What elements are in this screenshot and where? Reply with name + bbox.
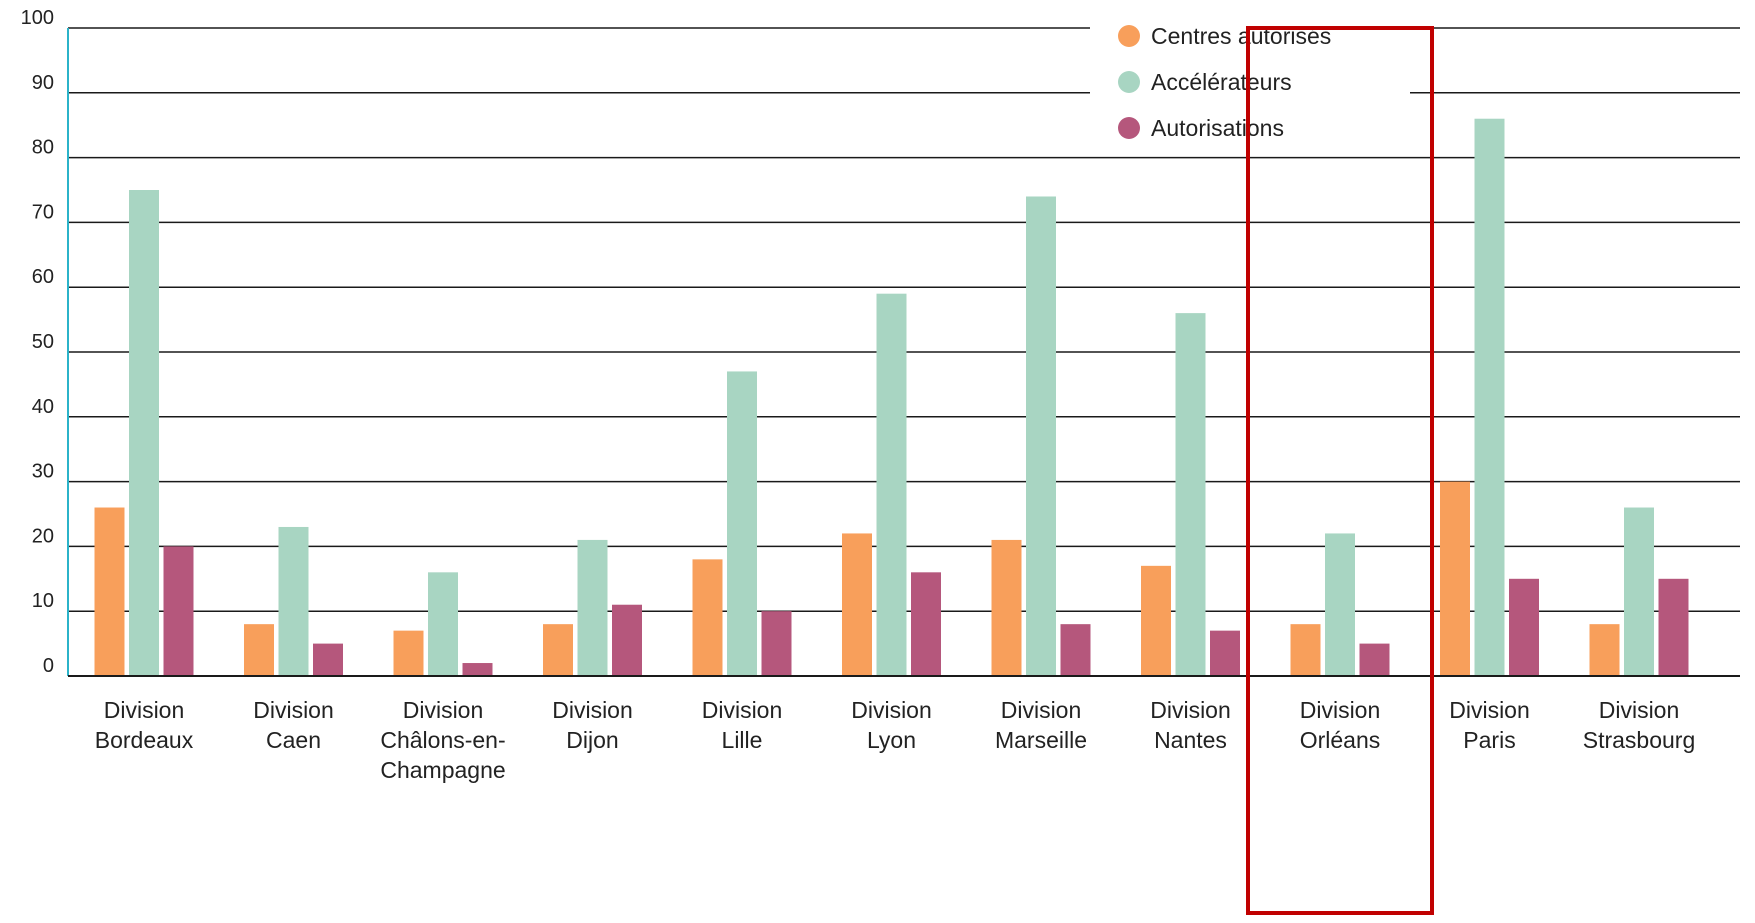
x-tick-label-line: Lyon (867, 727, 916, 753)
x-tick-label-line: Division (1001, 697, 1082, 723)
y-tick-label: 20 (32, 525, 54, 547)
x-tick-label: Division Paris (1449, 697, 1530, 753)
x-tick-label: Division Bordeaux (95, 697, 194, 753)
bar (1474, 118, 1505, 677)
bar (244, 624, 274, 676)
x-tick-label: Division Caen (253, 697, 334, 753)
x-tick-label-line: Division (851, 697, 932, 723)
x-tick-label: Division Lille (702, 697, 783, 753)
highlight-rectangle (1246, 26, 1434, 915)
bar (1359, 643, 1390, 676)
y-tick-label: 10 (32, 590, 54, 612)
bar (727, 371, 757, 676)
bars (94, 118, 1689, 677)
bar (761, 611, 792, 676)
x-tick-label-line: Dijon (566, 727, 618, 753)
bar (393, 630, 424, 676)
bar (1325, 533, 1355, 676)
bar (1509, 578, 1539, 676)
y-tick-label: 40 (32, 396, 54, 418)
y-tick-label: 60 (32, 266, 54, 288)
legend-marker (1118, 25, 1140, 47)
legend-marker (1118, 117, 1140, 139)
x-tick-label-line: Division (1150, 697, 1231, 723)
bar (1141, 565, 1171, 676)
x-tick-label: Division Dijon (552, 697, 633, 753)
bar (612, 604, 642, 676)
bar (1624, 507, 1654, 676)
y-tick-label: 0 (43, 655, 54, 677)
x-tick-label-line: Marseille (995, 727, 1087, 753)
y-tick-label: 30 (32, 461, 54, 483)
legend-label: Accélérateurs (1151, 69, 1292, 95)
x-tick-label-line: Champagne (380, 757, 505, 783)
bar (462, 663, 493, 676)
x-tick-label-line: Division (253, 697, 334, 723)
x-tick-label-line: Division (403, 697, 484, 723)
y-tick-label: 70 (32, 201, 54, 223)
x-tick-label: Division Strasbourg (1583, 697, 1696, 753)
bar (1175, 313, 1206, 676)
y-tick-label: 80 (32, 137, 54, 159)
bar (842, 533, 872, 676)
x-tick-label-line: Lille (722, 727, 763, 753)
x-tick-label: Division Orléans (1300, 697, 1381, 753)
x-tick-label-line: Caen (266, 727, 321, 753)
x-tick-label-line: Nantes (1154, 727, 1227, 753)
x-tick-label: Division Marseille (995, 697, 1087, 753)
x-tick-label-line: Bordeaux (95, 727, 194, 753)
bar (692, 559, 723, 676)
legend-marker (1118, 71, 1140, 93)
highlight-box (1246, 26, 1434, 915)
x-tick-label: Division Châlons-en- Champagne (380, 697, 505, 783)
bar (94, 507, 125, 676)
bar (876, 293, 907, 676)
x-tick-label-line: Châlons-en- (380, 727, 505, 753)
bar (1210, 630, 1240, 676)
x-tick-label-line: Division (104, 697, 185, 723)
x-tick-label-line: Strasbourg (1583, 727, 1696, 753)
x-tick-label: Division Lyon (851, 697, 932, 753)
y-tick-label: 90 (32, 72, 54, 94)
bar (1589, 624, 1620, 676)
bar (577, 539, 608, 676)
bar (278, 526, 309, 676)
x-tick-label-line: Division (552, 697, 633, 723)
x-tick-label-line: Division (702, 697, 783, 723)
bar (991, 539, 1022, 676)
x-tick-label-line: Division (1300, 697, 1381, 723)
x-tick-label-line: Division (1449, 697, 1530, 723)
x-axis: Division Bordeaux Division Caen Division Châl… (68, 675, 1740, 783)
y-tick-label: 100 (21, 7, 54, 29)
y-axis: 0 10 20 30 40 50 60 70 80 90 100 (21, 7, 69, 677)
y-tick-label: 50 (32, 331, 54, 353)
bar (1440, 481, 1470, 676)
bar (1060, 624, 1091, 676)
bar (911, 572, 941, 676)
bar (1658, 578, 1689, 676)
x-tick-label: Division Nantes (1150, 697, 1231, 753)
bar (428, 572, 458, 676)
bar (1290, 624, 1321, 676)
legend-label: Autorisations (1151, 115, 1284, 141)
x-tick-label-line: Orléans (1300, 727, 1381, 753)
bar (129, 190, 159, 676)
bar (313, 643, 343, 676)
x-tick-label-line: Paris (1463, 727, 1515, 753)
bar (163, 546, 194, 676)
bar (1026, 196, 1056, 677)
bar (543, 624, 573, 676)
x-tick-label-line: Division (1599, 697, 1680, 723)
